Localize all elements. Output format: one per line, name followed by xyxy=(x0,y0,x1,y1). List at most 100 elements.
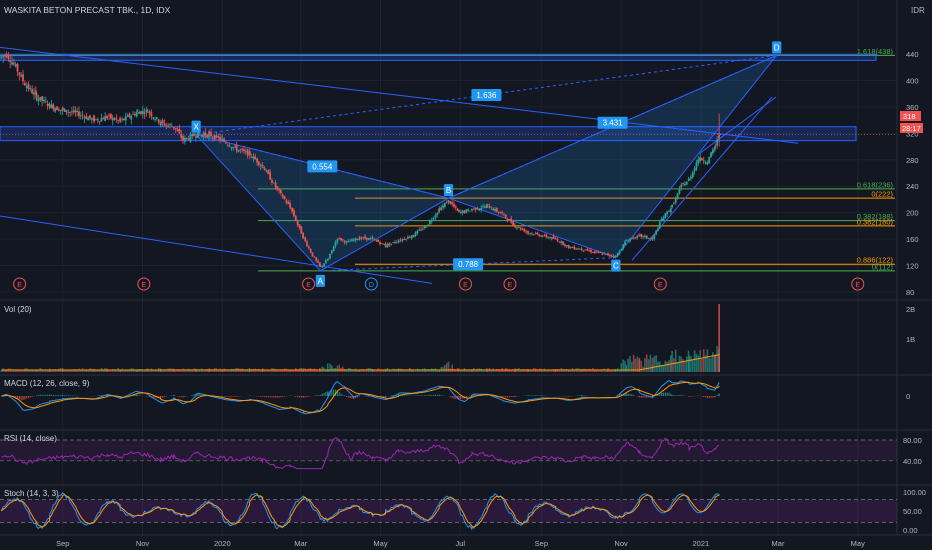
volume-bar xyxy=(581,369,583,372)
macd-pane: 0 xyxy=(1,380,910,415)
pattern-point-b: B xyxy=(446,186,451,195)
volume-bar xyxy=(80,370,82,372)
macd-histogram-bar xyxy=(510,396,512,398)
candle-body xyxy=(315,257,318,261)
candle-body xyxy=(463,210,466,213)
earnings-marker[interactable] xyxy=(137,277,151,291)
earnings-marker[interactable] xyxy=(458,277,472,291)
candle-body xyxy=(414,232,417,237)
candle-body xyxy=(577,248,579,250)
candle-body xyxy=(326,259,329,261)
candle-body xyxy=(150,112,153,117)
candle-body xyxy=(716,139,718,146)
macd-histogram-bar xyxy=(531,395,533,396)
macd-histogram-bar xyxy=(308,396,310,397)
macd-histogram-bar xyxy=(52,394,54,396)
macd-histogram-bar xyxy=(706,396,709,399)
candle-body xyxy=(451,202,454,205)
earnings-marker[interactable] xyxy=(653,277,667,291)
earnings-marker-label: E xyxy=(306,282,311,289)
earnings-marker[interactable] xyxy=(851,277,865,291)
macd-histogram-bar xyxy=(631,394,633,396)
candle-body xyxy=(154,119,156,120)
volume-bar xyxy=(405,369,407,372)
volume-bar xyxy=(126,370,129,372)
volume-bar xyxy=(364,369,366,372)
volume-bar xyxy=(35,369,38,372)
candle-body xyxy=(691,171,694,178)
macd-histogram-bar xyxy=(260,396,262,397)
stoch-tick-label: 0.00 xyxy=(903,526,918,535)
price-scale[interactable]: 440 400 360 320 280 240 200 160 120 80 xyxy=(906,50,919,297)
candle-body xyxy=(532,234,535,235)
stoch-band xyxy=(0,499,897,523)
earnings-marker[interactable] xyxy=(13,277,27,291)
candle-body xyxy=(163,123,166,126)
macd-histogram-bar xyxy=(453,396,455,399)
macd-histogram-bar xyxy=(56,395,58,396)
macd-histogram-bar xyxy=(716,395,718,396)
volume-bar xyxy=(85,369,88,372)
candle-body xyxy=(519,227,522,230)
price-tick-label: 320 xyxy=(906,129,919,138)
candle-body xyxy=(469,210,471,212)
volume-bar xyxy=(442,366,444,372)
candle-body xyxy=(117,120,120,122)
time-tick-label: Sep xyxy=(535,539,548,548)
macd-histogram-bar xyxy=(703,396,705,397)
candle-body xyxy=(332,246,335,252)
earnings-marker[interactable] xyxy=(302,277,316,291)
candle-body xyxy=(87,117,90,121)
macd-histogram-bar xyxy=(162,396,164,398)
candle-body xyxy=(217,136,220,138)
earnings-marker[interactable] xyxy=(503,277,517,291)
ratio-bcd-bg xyxy=(597,116,628,129)
pattern-labels: X A B C D 0.554 0.788 3.431 1.636 xyxy=(191,41,782,287)
candle-body xyxy=(9,60,12,63)
candle-body xyxy=(246,149,249,156)
candle-body xyxy=(560,241,563,243)
macd-histogram-bar xyxy=(37,394,40,396)
volume-bar xyxy=(624,360,626,372)
candle-body xyxy=(438,208,441,211)
dividend-marker[interactable] xyxy=(364,277,378,291)
candle-body xyxy=(178,128,181,134)
macd-histogram-bar xyxy=(201,394,203,396)
volume-bar xyxy=(52,369,55,372)
candle-body xyxy=(321,265,324,267)
macd-histogram-bar xyxy=(427,394,429,396)
volume-bar xyxy=(541,369,544,372)
volume-bar xyxy=(659,361,661,372)
price-tick-label: 440 xyxy=(906,50,919,59)
rsi-tick-label: 40.00 xyxy=(903,457,922,466)
stoch-tick-label: 100.00 xyxy=(903,488,926,497)
candle-body xyxy=(706,162,709,165)
time-axis[interactable]: Sep Nov 2020 Mar May Jul Sep Nov 2021 Mar May xyxy=(0,534,932,548)
candle-body xyxy=(226,144,229,146)
macd-histogram-bar xyxy=(666,392,668,396)
candle-body xyxy=(538,234,541,236)
candle-body xyxy=(356,239,359,240)
volume-bar xyxy=(37,369,40,372)
dividend-marker-label: D xyxy=(369,282,374,289)
candle-body xyxy=(336,238,339,243)
candle-body xyxy=(185,137,188,139)
price-tick-label: 400 xyxy=(906,76,919,85)
candle-body xyxy=(432,218,435,220)
volume-bar xyxy=(590,369,592,372)
volume-bar xyxy=(597,369,600,372)
volume-bar xyxy=(697,355,700,372)
volume-bar xyxy=(281,370,284,372)
volume-bar xyxy=(108,369,110,372)
candle-body xyxy=(145,109,148,113)
time-tick-label: Mar xyxy=(294,539,307,548)
candle-body xyxy=(527,230,529,233)
macd-histogram-bar xyxy=(579,395,581,396)
volume-bar xyxy=(390,369,393,372)
candle-body xyxy=(430,219,433,222)
candle-body xyxy=(135,112,138,117)
candle-body xyxy=(666,211,669,215)
macd-histogram-bar xyxy=(199,394,201,396)
candle-body xyxy=(384,243,387,247)
